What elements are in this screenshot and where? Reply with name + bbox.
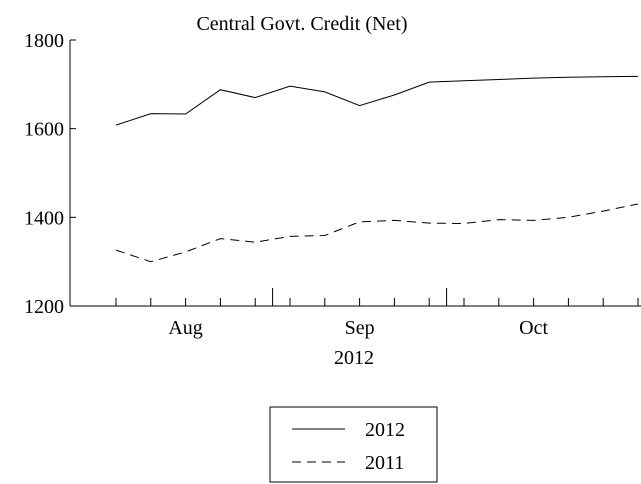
chart-title: Central Govt. Credit (Net) [196, 13, 407, 35]
legend-label-2012: 2012 [365, 419, 405, 441]
x-ticks: Aug Sep Oct [115, 288, 639, 339]
legend-box [269, 406, 438, 483]
series-line-2012 [115, 75, 639, 126]
x-tick-label: Sep [345, 317, 375, 339]
series-line-2011 [115, 203, 639, 263]
plot-area: 1200 1400 1600 1800 Aug Sep Oct [24, 30, 641, 339]
x-tick-label: Oct [519, 317, 548, 339]
y-ticks: 1200 1400 1600 1800 [24, 30, 76, 318]
x-tick-label: Aug [168, 317, 202, 339]
legend: 2012 2011 [269, 406, 438, 483]
legend-label-2011: 2011 [365, 452, 404, 474]
y-tick-label: 1600 [24, 119, 64, 141]
y-tick-label: 1400 [24, 207, 64, 229]
series-lines [115, 75, 639, 263]
y-tick-label: 1200 [24, 296, 64, 318]
x-axis-label: 2012 [334, 347, 374, 369]
y-tick-label: 1800 [24, 30, 64, 52]
